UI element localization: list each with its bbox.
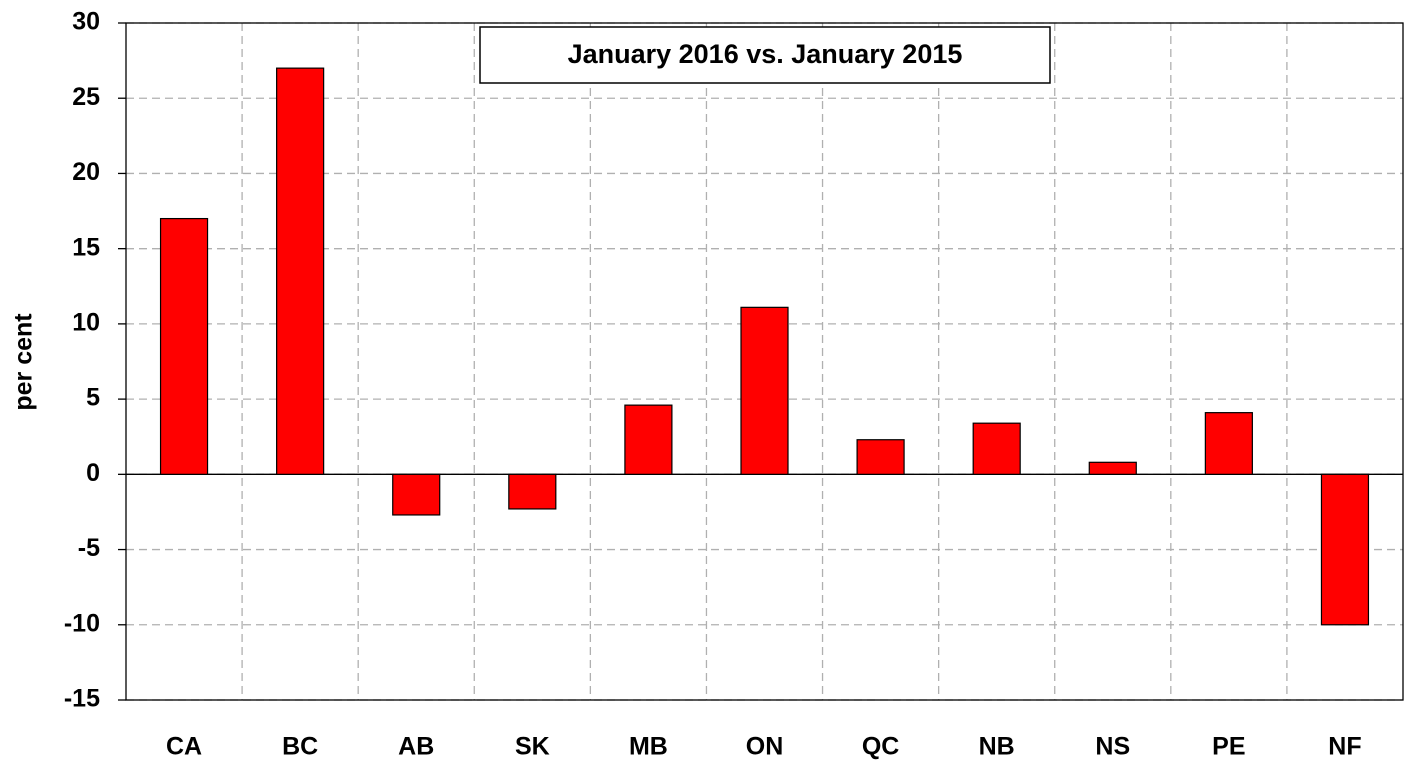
x-tick-label: QC [862,733,900,761]
x-tick-label: PE [1212,733,1245,761]
y-tick-label: 15 [72,233,100,261]
y-tick-label: 10 [72,308,100,336]
y-tick-label: -15 [64,685,100,713]
bar [508,473,557,510]
bar [856,439,905,475]
x-tick-label: AB [398,733,434,761]
x-tick-label: MB [629,733,668,761]
y-tick-label: 20 [72,158,100,186]
bar [1204,412,1253,475]
bar [972,422,1021,475]
y-axis-label: per cent [10,313,38,411]
title-box [479,26,1051,84]
bar [1088,461,1137,475]
x-tick-label: NS [1095,733,1130,761]
y-tick-label: 0 [86,459,100,487]
plot-frame [125,22,1404,701]
x-tick-label: NB [979,733,1015,761]
x-tick-label: NF [1328,733,1361,761]
bar [276,67,325,475]
x-tick-label: ON [746,733,784,761]
x-tick-label: SK [515,733,550,761]
y-tick-label: 5 [86,384,100,412]
bar [392,473,441,516]
chart-title: January 2016 vs. January 2015 [568,39,963,69]
x-tick-label: CA [166,733,202,761]
y-tick-label: 25 [72,83,100,111]
y-tick-label: 30 [72,8,100,36]
y-tick-label: -5 [78,534,100,562]
bar [1320,473,1370,626]
x-tick-label: BC [282,733,318,761]
bar [624,404,673,475]
bar [159,217,209,475]
bar [740,306,789,475]
y-tick-label: -10 [64,609,100,637]
